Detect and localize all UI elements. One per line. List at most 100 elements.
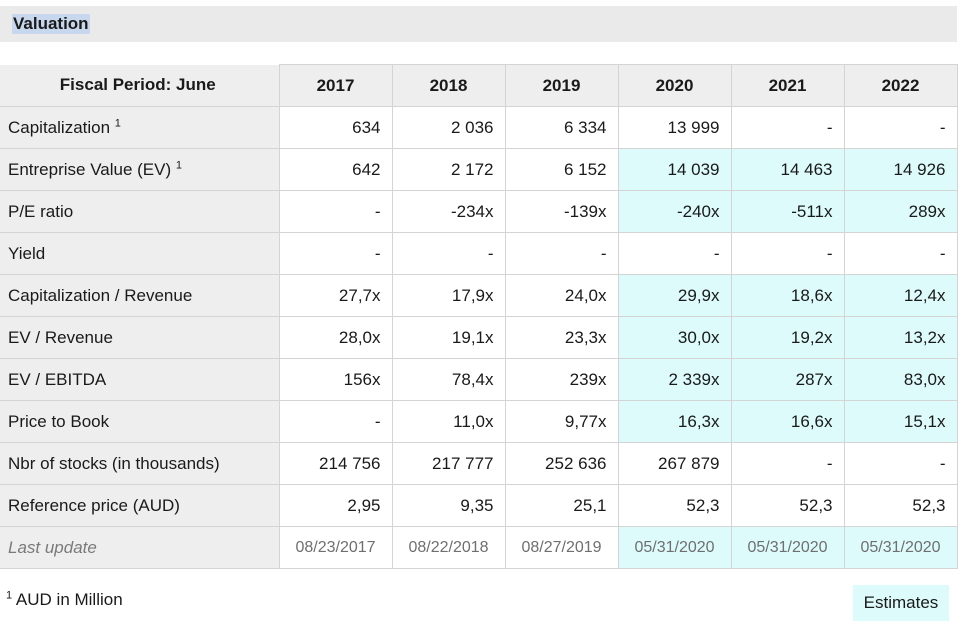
value-cell: 52,3 — [843, 484, 958, 527]
value-cell: 16,3x — [617, 400, 732, 443]
update-date-cell: 08/27/2019 — [504, 526, 619, 569]
value-cell: - — [843, 106, 958, 149]
value-cell: 23,3x — [504, 316, 619, 359]
row-label-text: Entreprise Value (EV) — [8, 159, 172, 179]
table-row: Reference price (AUD) 2,95 9,35 25,1 52,3 52,… — [0, 484, 958, 527]
row-label-text: Reference price (AUD) — [8, 495, 180, 515]
value-cell: - — [391, 232, 506, 275]
value-cell: - — [843, 442, 958, 485]
year-header: 2022 — [843, 64, 958, 107]
footnote-ref: 1 — [175, 158, 183, 171]
update-date-cell: 08/22/2018 — [391, 526, 506, 569]
value-cell: 19,2x — [730, 316, 845, 359]
value-cell: 9,77x — [504, 400, 619, 443]
value-cell: 14 039 — [617, 148, 732, 191]
value-cell: -240x — [617, 190, 732, 233]
section-header: Valuation — [0, 6, 957, 42]
row-label-text: Capitalization — [8, 117, 111, 137]
value-cell: 25,1 — [504, 484, 619, 527]
footnote-ref: 1 — [114, 116, 121, 129]
update-date-cell: 05/31/2020 — [617, 526, 732, 569]
row-label-text: Yield — [8, 243, 46, 263]
value-cell: 83,0x — [843, 358, 958, 401]
table-row: EV / EBITDA 156x 78,4x 239x 2 339x 287x 83,0x — [0, 358, 958, 401]
value-cell: 52,3 — [730, 484, 845, 527]
value-cell: 2,95 — [278, 484, 393, 527]
value-cell: 252 636 — [504, 442, 619, 485]
value-cell: 28,0x — [278, 316, 393, 359]
table-row: P/E ratio - -234x -139x -240x -511x 289x — [0, 190, 958, 233]
table-row: EV / Revenue 28,0x 19,1x 23,3x 30,0x 19,2x 13,… — [0, 316, 958, 359]
value-cell: 214 756 — [278, 442, 393, 485]
value-cell: 287x — [730, 358, 845, 401]
row-label: Entreprise Value (EV) 1 — [0, 148, 280, 191]
value-cell: 15,1x — [843, 400, 958, 443]
value-cell: 12,4x — [843, 274, 958, 317]
value-cell: 13,2x — [843, 316, 958, 359]
table-row: Yield - - - - - - — [0, 232, 958, 275]
value-cell: 78,4x — [391, 358, 506, 401]
row-label: Nbr of stocks (in thousands) — [0, 442, 280, 485]
update-date-cell: 08/23/2017 — [278, 526, 393, 569]
update-date-cell: 05/31/2020 — [730, 526, 845, 569]
value-cell: - — [730, 442, 845, 485]
value-cell: 2 172 — [391, 148, 506, 191]
row-label: EV / EBITDA — [0, 358, 280, 401]
value-cell: - — [504, 232, 619, 275]
value-cell: -139x — [504, 190, 619, 233]
value-cell: 2 036 — [391, 106, 506, 149]
value-cell: - — [278, 190, 393, 233]
value-cell: 19,1x — [391, 316, 506, 359]
value-cell: 16,6x — [730, 400, 845, 443]
value-cell: -234x — [391, 190, 506, 233]
fiscal-period-cell: Fiscal Period: June — [0, 64, 280, 107]
year-header: 2020 — [617, 64, 732, 107]
value-cell: - — [278, 232, 393, 275]
year-header: 2019 — [504, 64, 619, 107]
table-row: Nbr of stocks (in thousands) 214 756 217 7… — [0, 442, 958, 485]
value-cell: - — [278, 400, 393, 443]
value-cell: 14 926 — [843, 148, 958, 191]
row-label: Yield — [0, 232, 280, 275]
value-cell: 24,0x — [504, 274, 619, 317]
estimates-legend: Estimates — [853, 585, 949, 621]
value-cell: - — [730, 106, 845, 149]
year-header: 2017 — [278, 64, 393, 107]
last-update-row: Last update 08/23/2017 08/22/2018 08/27/201… — [0, 526, 958, 569]
value-cell: 267 879 — [617, 442, 732, 485]
value-cell: -511x — [730, 190, 845, 233]
value-cell: 642 — [278, 148, 393, 191]
row-label-text: Price to Book — [8, 411, 110, 431]
year-header: 2021 — [730, 64, 845, 107]
row-label-text: EV / EBITDA — [8, 369, 107, 389]
value-cell: 6 152 — [504, 148, 619, 191]
row-label: EV / Revenue — [0, 316, 280, 359]
row-label: Capitalization 1 — [0, 106, 280, 149]
value-cell: 289x — [843, 190, 958, 233]
row-label: P/E ratio — [0, 190, 280, 233]
table-row: Entreprise Value (EV) 1 642 2 172 6 152 14 0… — [0, 148, 958, 191]
value-cell: 11,0x — [391, 400, 506, 443]
value-cell: 30,0x — [617, 316, 732, 359]
value-cell: 239x — [504, 358, 619, 401]
value-cell: 13 999 — [617, 106, 732, 149]
value-cell: 634 — [278, 106, 393, 149]
value-cell: 29,9x — [617, 274, 732, 317]
table-header-row: Fiscal Period: June 2017 2018 2019 2020 … — [0, 64, 958, 107]
section-title: Valuation — [12, 14, 90, 34]
last-update-label: Last update — [0, 526, 280, 569]
row-label-text: P/E ratio — [8, 201, 74, 221]
footnote-text: AUD in Million — [15, 590, 123, 609]
row-label-text: Nbr of stocks (in thousands) — [8, 453, 220, 473]
row-label-text: EV / Revenue — [8, 327, 113, 347]
row-label: Reference price (AUD) — [0, 484, 280, 527]
value-cell: 6 334 — [504, 106, 619, 149]
value-cell: - — [617, 232, 732, 275]
fiscal-period-value: June — [176, 75, 216, 95]
footnote: 1 AUD in Million — [6, 590, 123, 610]
table-row: Capitalization 1 634 2 036 6 334 13 999- - — [0, 106, 958, 149]
footnote-mark: 1 — [6, 589, 13, 602]
row-label: Capitalization / Revenue — [0, 274, 280, 317]
value-cell: 9,35 — [391, 484, 506, 527]
value-cell: 217 777 — [391, 442, 506, 485]
